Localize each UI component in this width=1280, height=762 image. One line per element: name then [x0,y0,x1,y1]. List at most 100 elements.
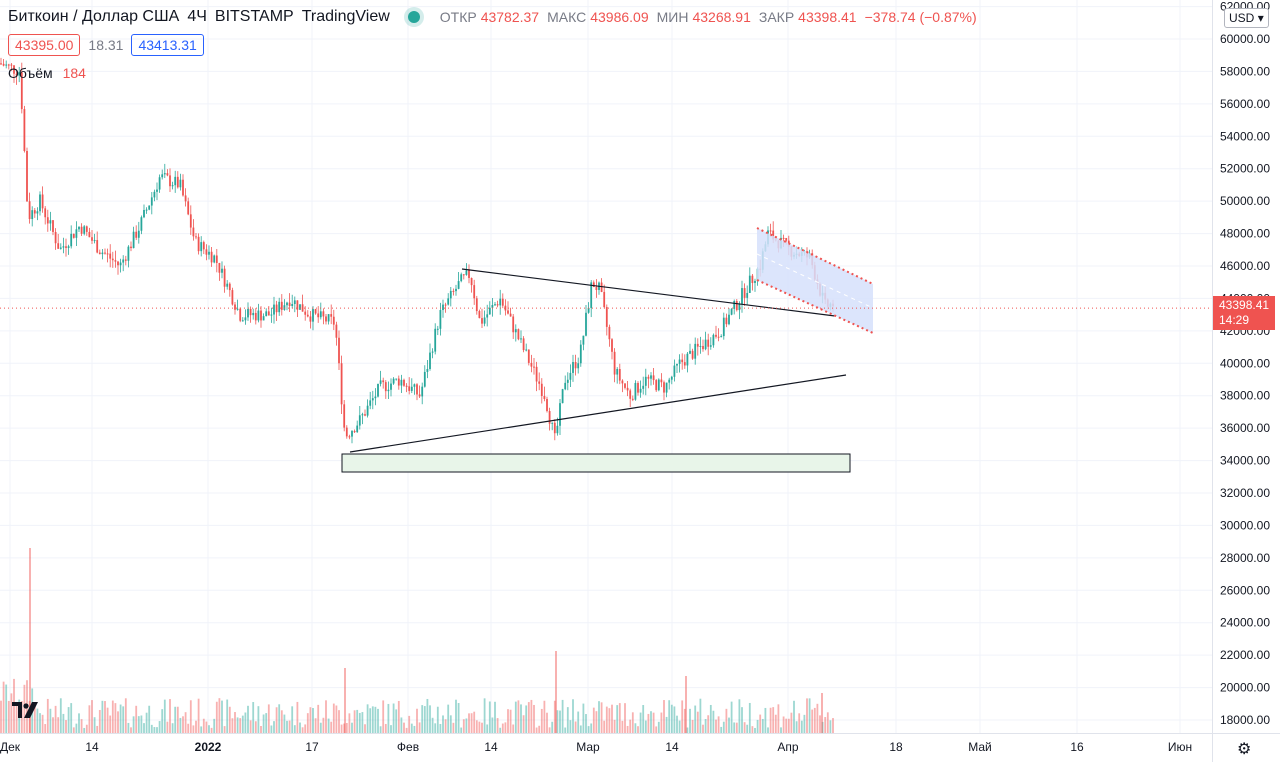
volume-label[interactable]: Объём [8,65,53,81]
price-tick-label: 18000.00 [1220,713,1270,727]
volume-bar [338,710,340,733]
candle [75,221,78,247]
volume-bar [75,723,78,733]
candle [725,313,728,328]
time-tick-label: Фев [397,740,419,754]
candle [345,425,348,439]
volume-bar [655,726,658,733]
volume-bar [301,727,304,733]
candle [65,238,67,257]
market-status-icon[interactable] [407,11,420,23]
candle [169,168,171,192]
volume-bar [317,704,320,733]
candle [109,244,112,268]
support-zone[interactable] [341,453,851,473]
volume-bar [715,719,717,733]
volume-bar [676,715,678,733]
volume-bar [374,706,377,733]
time-axis[interactable]: Дек 14 2022 17 Фев 14 Мар 14 Апр 18 Май 16 Июн [0,740,1192,754]
price-tick-label: 50000.00 [1220,194,1270,208]
volume-bar [720,726,723,733]
volume-bar [405,727,408,733]
candle [468,264,470,284]
candle [288,293,291,313]
gear-icon[interactable]: ⚙ [1237,741,1252,758]
volume-bar [647,713,650,733]
volume-bar [754,727,756,733]
volume-bar [176,706,179,733]
candle [735,299,738,312]
symbol-legend[interactable]: Биткоин / Доллар США 4Ч BITSTAMP Trading… [8,8,981,26]
volume-bar [605,706,608,733]
ascending-trendline[interactable] [349,374,847,453]
volume-bar [538,725,541,733]
candle [85,225,88,236]
candle [46,209,49,232]
volume-bar [327,718,330,733]
candle [67,244,70,255]
volume-bar [83,727,86,733]
volume-bar [520,704,522,733]
candle [49,211,52,231]
candle [166,169,169,177]
volume-bar [44,724,47,733]
price-axis[interactable]: 62000.0060000.0058000.0056000.0054000.00… [1220,0,1270,727]
time-tick-label: Май [968,740,992,754]
candle [709,337,712,350]
volume-bar [525,705,528,733]
candle [257,303,260,323]
volume-bar [743,722,746,733]
candle [535,361,538,392]
volume-bar [678,720,681,733]
volume-bar [574,721,577,733]
tradingview-logo-icon[interactable] [12,702,38,720]
volume-bar [39,713,41,733]
candle [161,169,164,180]
descending-channel[interactable] [757,228,873,333]
open-value: 43782.37 [480,9,540,25]
candle [730,308,733,316]
time-tick-label: Апр [777,740,799,754]
volume-bar [455,699,457,733]
candle [590,280,593,318]
candle [423,365,426,388]
interval-label[interactable]: 4Ч [187,8,207,25]
symbol-name[interactable]: Биткоин / Доллар США [8,8,180,25]
volume-bar [811,709,814,733]
candle [192,219,195,241]
volume-bar [208,725,210,733]
channel-lower-line[interactable] [756,279,874,334]
volume-bar [275,707,278,733]
volume-bar [821,693,823,733]
currency-selector[interactable]: USD ▾ [1224,8,1269,28]
candle [748,267,751,293]
candle [96,231,99,254]
candle [88,227,91,238]
sell-button[interactable]: 43395.00 [8,34,81,56]
volume-bar [15,702,18,733]
close-value: 43398.41 [798,9,857,25]
candle [299,304,301,310]
volume-bar [559,710,561,733]
volume-bar [631,712,634,733]
price-tick-label: 22000.00 [1220,648,1270,662]
candle [148,205,151,211]
volume-legend[interactable]: Объём 184 [8,65,86,81]
candle [530,354,533,373]
candle [657,378,660,392]
volume-bar [543,700,546,733]
candle [600,278,603,293]
volume-bar [286,720,288,733]
volume-bar [127,722,130,733]
last-price-value: 43398.41 [1219,298,1270,312]
volume-bar [158,721,161,733]
buy-button[interactable]: 43413.31 [131,34,204,56]
channel-upper-line[interactable] [756,227,874,285]
volume-bar [496,718,499,733]
candle [470,277,473,293]
candle [293,296,296,313]
candle [392,377,395,385]
candle [379,370,382,387]
volume-bar [109,715,112,733]
